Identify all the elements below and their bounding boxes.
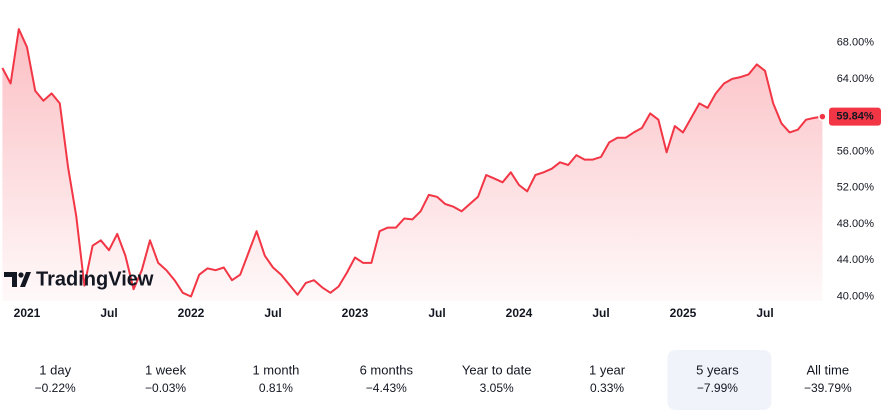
period-name: 1 year	[589, 362, 626, 377]
period-button[interactable]: 1 day −0.22%	[35, 362, 76, 395]
price-line	[1, 28, 823, 298]
y-tick-label: 68.00%	[837, 37, 875, 49]
period-button[interactable]: 1 week −0.03%	[145, 362, 187, 395]
y-tick-label: 44.00%	[837, 254, 875, 266]
period-change: 0.33%	[590, 381, 624, 395]
x-tick-label: 2024	[506, 306, 533, 320]
period-name: Year to date	[462, 362, 532, 377]
period-button[interactable]: 5 years −7.99%	[667, 350, 772, 410]
last-value-tag	[829, 107, 881, 126]
period-name: 1 week	[145, 362, 187, 377]
x-tick-label: Jul	[756, 306, 773, 320]
y-tick-label: 52.00%	[837, 182, 875, 194]
last-point	[818, 112, 827, 121]
y-tick-label: 64.00%	[837, 73, 875, 85]
period-button[interactable]: 6 months −4.43%	[360, 362, 414, 395]
period-change: −4.43%	[366, 381, 407, 395]
y-tick-label: 40.00%	[837, 290, 875, 302]
period-name: 5 years	[696, 362, 739, 377]
period-name: 6 months	[360, 362, 414, 377]
period-change: −0.22%	[35, 381, 76, 395]
period-name: 1 day	[39, 362, 71, 377]
period-button[interactable]: All time −39.79%	[804, 362, 852, 395]
period-button[interactable]: 1 year 0.33%	[589, 362, 626, 395]
period-change: 0.81%	[259, 381, 293, 395]
period-button[interactable]: Year to date 3.05%	[462, 362, 532, 395]
y-tick-label: 56.00%	[837, 145, 875, 157]
x-tick-label: Jul	[592, 306, 609, 320]
x-tick-label: 2023	[342, 306, 369, 320]
period-button[interactable]: 1 month 0.81%	[252, 362, 299, 395]
watermark: TradingView	[36, 268, 154, 290]
last-value-label: 59.84%	[836, 111, 874, 123]
period-change: −39.79%	[804, 381, 852, 395]
x-tick-label: 2025	[670, 306, 697, 320]
period-name: All time	[807, 362, 850, 377]
logo	[4, 272, 31, 287]
area-fill	[2, 29, 823, 301]
period-change: −7.99%	[697, 381, 738, 395]
period-change: −0.03%	[145, 381, 186, 395]
period-change: 3.05%	[480, 381, 514, 395]
period-name: 1 month	[252, 362, 299, 377]
x-tick-label: Jul	[264, 306, 281, 320]
x-tick-label: Jul	[100, 306, 117, 320]
x-tick-label: 2021	[14, 306, 41, 320]
x-tick-label: 2022	[178, 306, 205, 320]
selected-bg	[667, 350, 772, 410]
y-tick-label: 48.00%	[837, 218, 875, 230]
x-tick-label: Jul	[428, 306, 445, 320]
